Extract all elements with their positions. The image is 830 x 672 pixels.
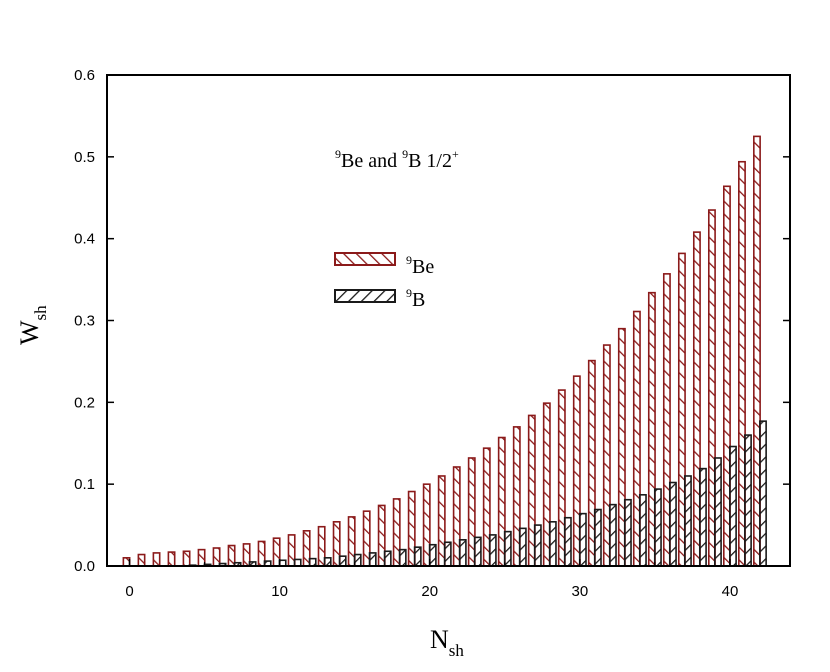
- bar-b-22: [458, 539, 467, 567]
- bar-b-33: [623, 498, 632, 567]
- bar-b-40: [729, 445, 737, 567]
- plot-frame: [106, 74, 791, 567]
- bar-b-34: [638, 494, 647, 567]
- bar-b-23: [473, 536, 482, 567]
- bar-b-32: [608, 503, 617, 567]
- bar-b-16: [368, 552, 377, 567]
- x-tick-label-20: 20: [421, 583, 438, 600]
- bar-be-4: [182, 550, 191, 567]
- bar-b-39: [713, 457, 722, 567]
- x-tick-label-10: 10: [271, 583, 288, 600]
- bar-b-42: [759, 420, 767, 567]
- bar-be-3: [167, 551, 176, 567]
- bar-b-21: [443, 541, 452, 567]
- legend-swatch-be: [334, 252, 396, 266]
- bar-b-36: [668, 481, 677, 567]
- legend-label-be: 9Be: [406, 253, 434, 278]
- y-tick-label-0: 0.0: [74, 558, 95, 575]
- bar-b-20: [428, 543, 437, 567]
- bar-be-0: [122, 557, 131, 567]
- x-tick-label-30: 30: [572, 583, 589, 600]
- bar-b-15: [353, 553, 362, 567]
- y-tick-label-0.3: 0.3: [74, 313, 95, 330]
- bar-b-19: [413, 546, 422, 567]
- bar-be-5: [197, 548, 206, 567]
- legend-swatch-b: [334, 289, 396, 303]
- bar-b-25: [503, 530, 512, 567]
- bar-b-13: [323, 557, 332, 567]
- bar-b-31: [593, 508, 602, 567]
- bar-b-18: [398, 548, 407, 567]
- y-tick-label-0.4: 0.4: [74, 231, 95, 248]
- bar-b-27: [533, 524, 542, 567]
- x-tick-label-0: 0: [125, 583, 133, 600]
- chart-annotation: 9Be and 9B 1/2+: [335, 147, 459, 172]
- bar-b-17: [383, 550, 392, 567]
- legend-label-b: 9B: [406, 286, 425, 311]
- y-tick-label-0.2: 0.2: [74, 394, 95, 411]
- bar-b-29: [563, 516, 572, 567]
- bar-be-2: [152, 552, 161, 567]
- y-axis-title: Wsh: [15, 305, 50, 345]
- bar-b-30: [578, 512, 587, 567]
- bar-b-24: [488, 534, 497, 567]
- bar-b-35: [653, 488, 662, 567]
- bar-b-14: [338, 555, 347, 567]
- bar-b-26: [518, 527, 527, 567]
- bar-b-38: [698, 467, 707, 567]
- y-tick-label-0.6: 0.6: [74, 67, 95, 84]
- bar-b-12: [308, 557, 317, 567]
- bar-b-41: [744, 434, 752, 567]
- y-tick-label-0.5: 0.5: [74, 149, 95, 166]
- legend: 9Be 9B: [334, 252, 434, 311]
- bar-b-28: [548, 521, 557, 567]
- y-tick-label-0.1: 0.1: [74, 476, 95, 493]
- bar-be-1: [137, 553, 146, 567]
- bars-layer: [122, 135, 767, 567]
- x-tick-label-40: 40: [722, 583, 739, 600]
- bar-b-37: [683, 475, 692, 567]
- ticks-layer: 0 10 20 30 40 0.0 0.1 0.2 0.3 0.4 0.5 0.6: [74, 67, 790, 600]
- x-axis-title: Nsh: [430, 625, 464, 660]
